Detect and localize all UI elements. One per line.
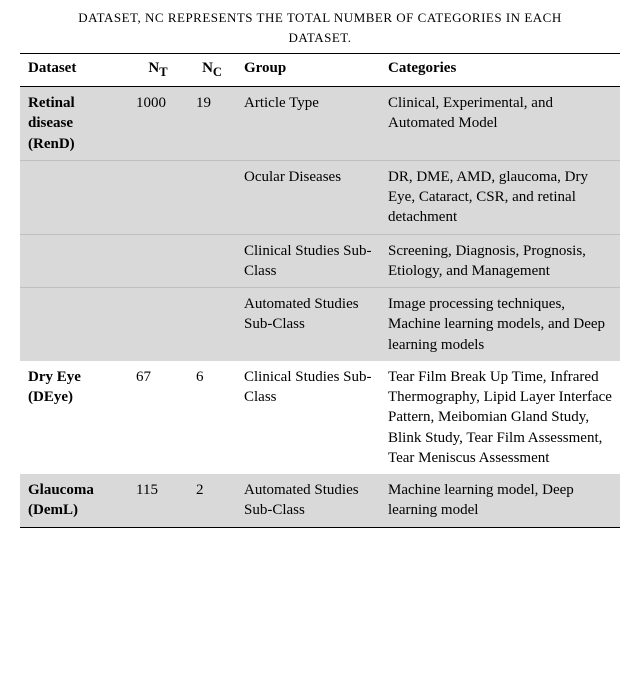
table-row: Dry Eye (DEye)676Clinical Studies Sub-Cl… xyxy=(20,361,620,474)
cell-nt xyxy=(128,234,188,288)
col-nt: NT xyxy=(128,54,188,87)
cell-dataset xyxy=(20,234,128,288)
caption-line-2: DATASET. xyxy=(288,30,351,45)
cell-categories: Machine learning model, Deep learning mo… xyxy=(380,474,620,527)
col-categories: Categories xyxy=(380,54,620,87)
cell-group: Clinical Studies Sub-Class xyxy=(236,361,380,474)
cell-group: Automated Studies Sub-Class xyxy=(236,474,380,527)
cell-nt: 115 xyxy=(128,474,188,527)
cell-group: Ocular Diseases xyxy=(236,160,380,234)
cell-group: Automated Studies Sub-Class xyxy=(236,288,380,361)
cell-nc xyxy=(188,288,236,361)
col-dataset: Dataset xyxy=(20,54,128,87)
cell-nc: 19 xyxy=(188,87,236,161)
cell-group: Clinical Studies Sub-Class xyxy=(236,234,380,288)
table-body: Retinal disease (RenD)100019Article Type… xyxy=(20,87,620,528)
cell-nc xyxy=(188,234,236,288)
table-row: Glaucoma (DemL)1152Automated Studies Sub… xyxy=(20,474,620,527)
dataset-table: Dataset NT NC Group Categories Retinal d… xyxy=(20,53,620,528)
table-caption: DATASET, NC REPRESENTS THE TOTAL NUMBER … xyxy=(20,8,620,47)
col-nc: NC xyxy=(188,54,236,87)
col-nt-sub: T xyxy=(159,65,167,79)
cell-categories: Screening, Diagnosis, Prognosis, Etiolog… xyxy=(380,234,620,288)
cell-categories: Tear Film Break Up Time, Infrared Thermo… xyxy=(380,361,620,474)
table-row: Ocular DiseasesDR, DME, AMD, glaucoma, D… xyxy=(20,160,620,234)
col-nc-n: N xyxy=(202,60,213,76)
cell-dataset xyxy=(20,288,128,361)
table-row: Clinical Studies Sub-ClassScreening, Dia… xyxy=(20,234,620,288)
cell-dataset: Dry Eye (DEye) xyxy=(20,361,128,474)
table-header-row: Dataset NT NC Group Categories xyxy=(20,54,620,87)
col-nc-sub: C xyxy=(213,65,222,79)
table-row: Automated Studies Sub-ClassImage process… xyxy=(20,288,620,361)
col-group: Group xyxy=(236,54,380,87)
cell-dataset: Retinal disease (RenD) xyxy=(20,87,128,161)
table-row: Retinal disease (RenD)100019Article Type… xyxy=(20,87,620,161)
caption-line-1: DATASET, NC REPRESENTS THE TOTAL NUMBER … xyxy=(78,10,561,25)
cell-nc: 2 xyxy=(188,474,236,527)
cell-categories: Image processing techniques, Machine lea… xyxy=(380,288,620,361)
cell-nc: 6 xyxy=(188,361,236,474)
cell-nc xyxy=(188,160,236,234)
cell-nt: 1000 xyxy=(128,87,188,161)
cell-dataset xyxy=(20,160,128,234)
cell-nt: 67 xyxy=(128,361,188,474)
cell-categories: DR, DME, AMD, glaucoma, Dry Eye, Catarac… xyxy=(380,160,620,234)
cell-nt xyxy=(128,160,188,234)
cell-categories: Clinical, Experimental, and Automated Mo… xyxy=(380,87,620,161)
cell-nt xyxy=(128,288,188,361)
col-nt-n: N xyxy=(148,60,159,76)
cell-dataset: Glaucoma (DemL) xyxy=(20,474,128,527)
cell-group: Article Type xyxy=(236,87,380,161)
